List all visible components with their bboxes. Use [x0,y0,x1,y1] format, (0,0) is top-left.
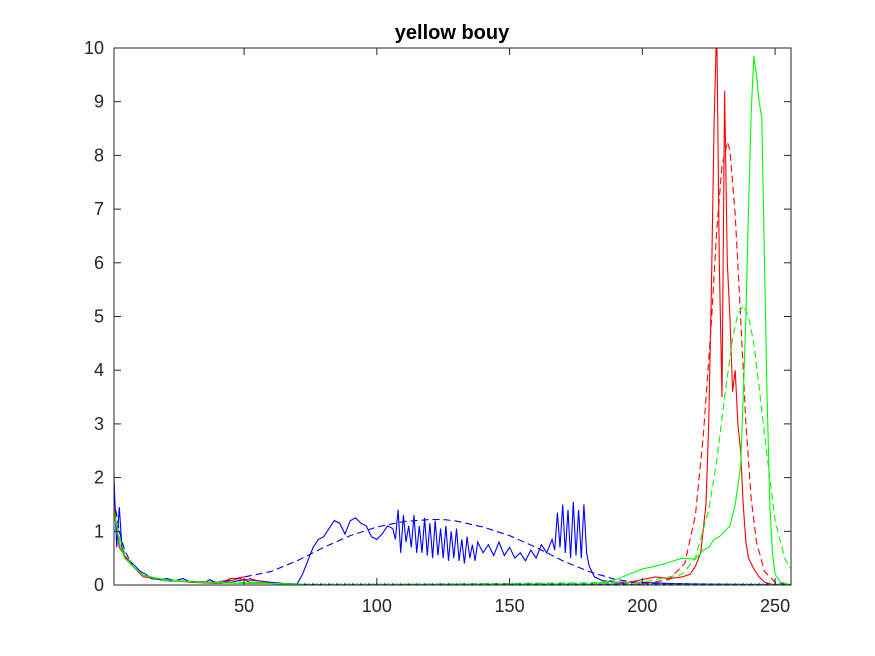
y-tick-label: 7 [94,199,104,219]
y-tick-label: 4 [94,360,104,380]
series-line-1 [114,499,791,585]
axes-box [113,47,792,586]
y-tick-label: 3 [94,414,104,434]
y-tick-label: 2 [94,468,104,488]
x-tick-label: 150 [495,596,525,616]
series-line-5 [114,304,791,585]
x-tick-label: 200 [627,596,657,616]
axis-ticks: 50 100 150 200 250 0 1 2 3 4 5 6 7 8 9 10 [84,38,791,616]
series-line-4 [114,56,791,585]
y-tick-label: 6 [94,253,104,273]
y-tick-label: 1 [94,521,104,541]
y-tick-label: 5 [94,307,104,327]
x-tick-label: 50 [234,596,254,616]
y-tick-label: 8 [94,145,104,165]
x-tick-label: 250 [760,596,790,616]
y-tick-label: 10 [84,38,104,58]
y-tick-label: 9 [94,92,104,112]
series-line-2 [114,48,791,585]
series-line-3 [114,139,791,585]
y-tick-label: 0 [94,575,104,595]
x-tick-label: 100 [362,596,392,616]
plot-area [114,48,791,585]
plot-lines [114,48,791,585]
chart-title: yellow bouy [395,22,510,44]
